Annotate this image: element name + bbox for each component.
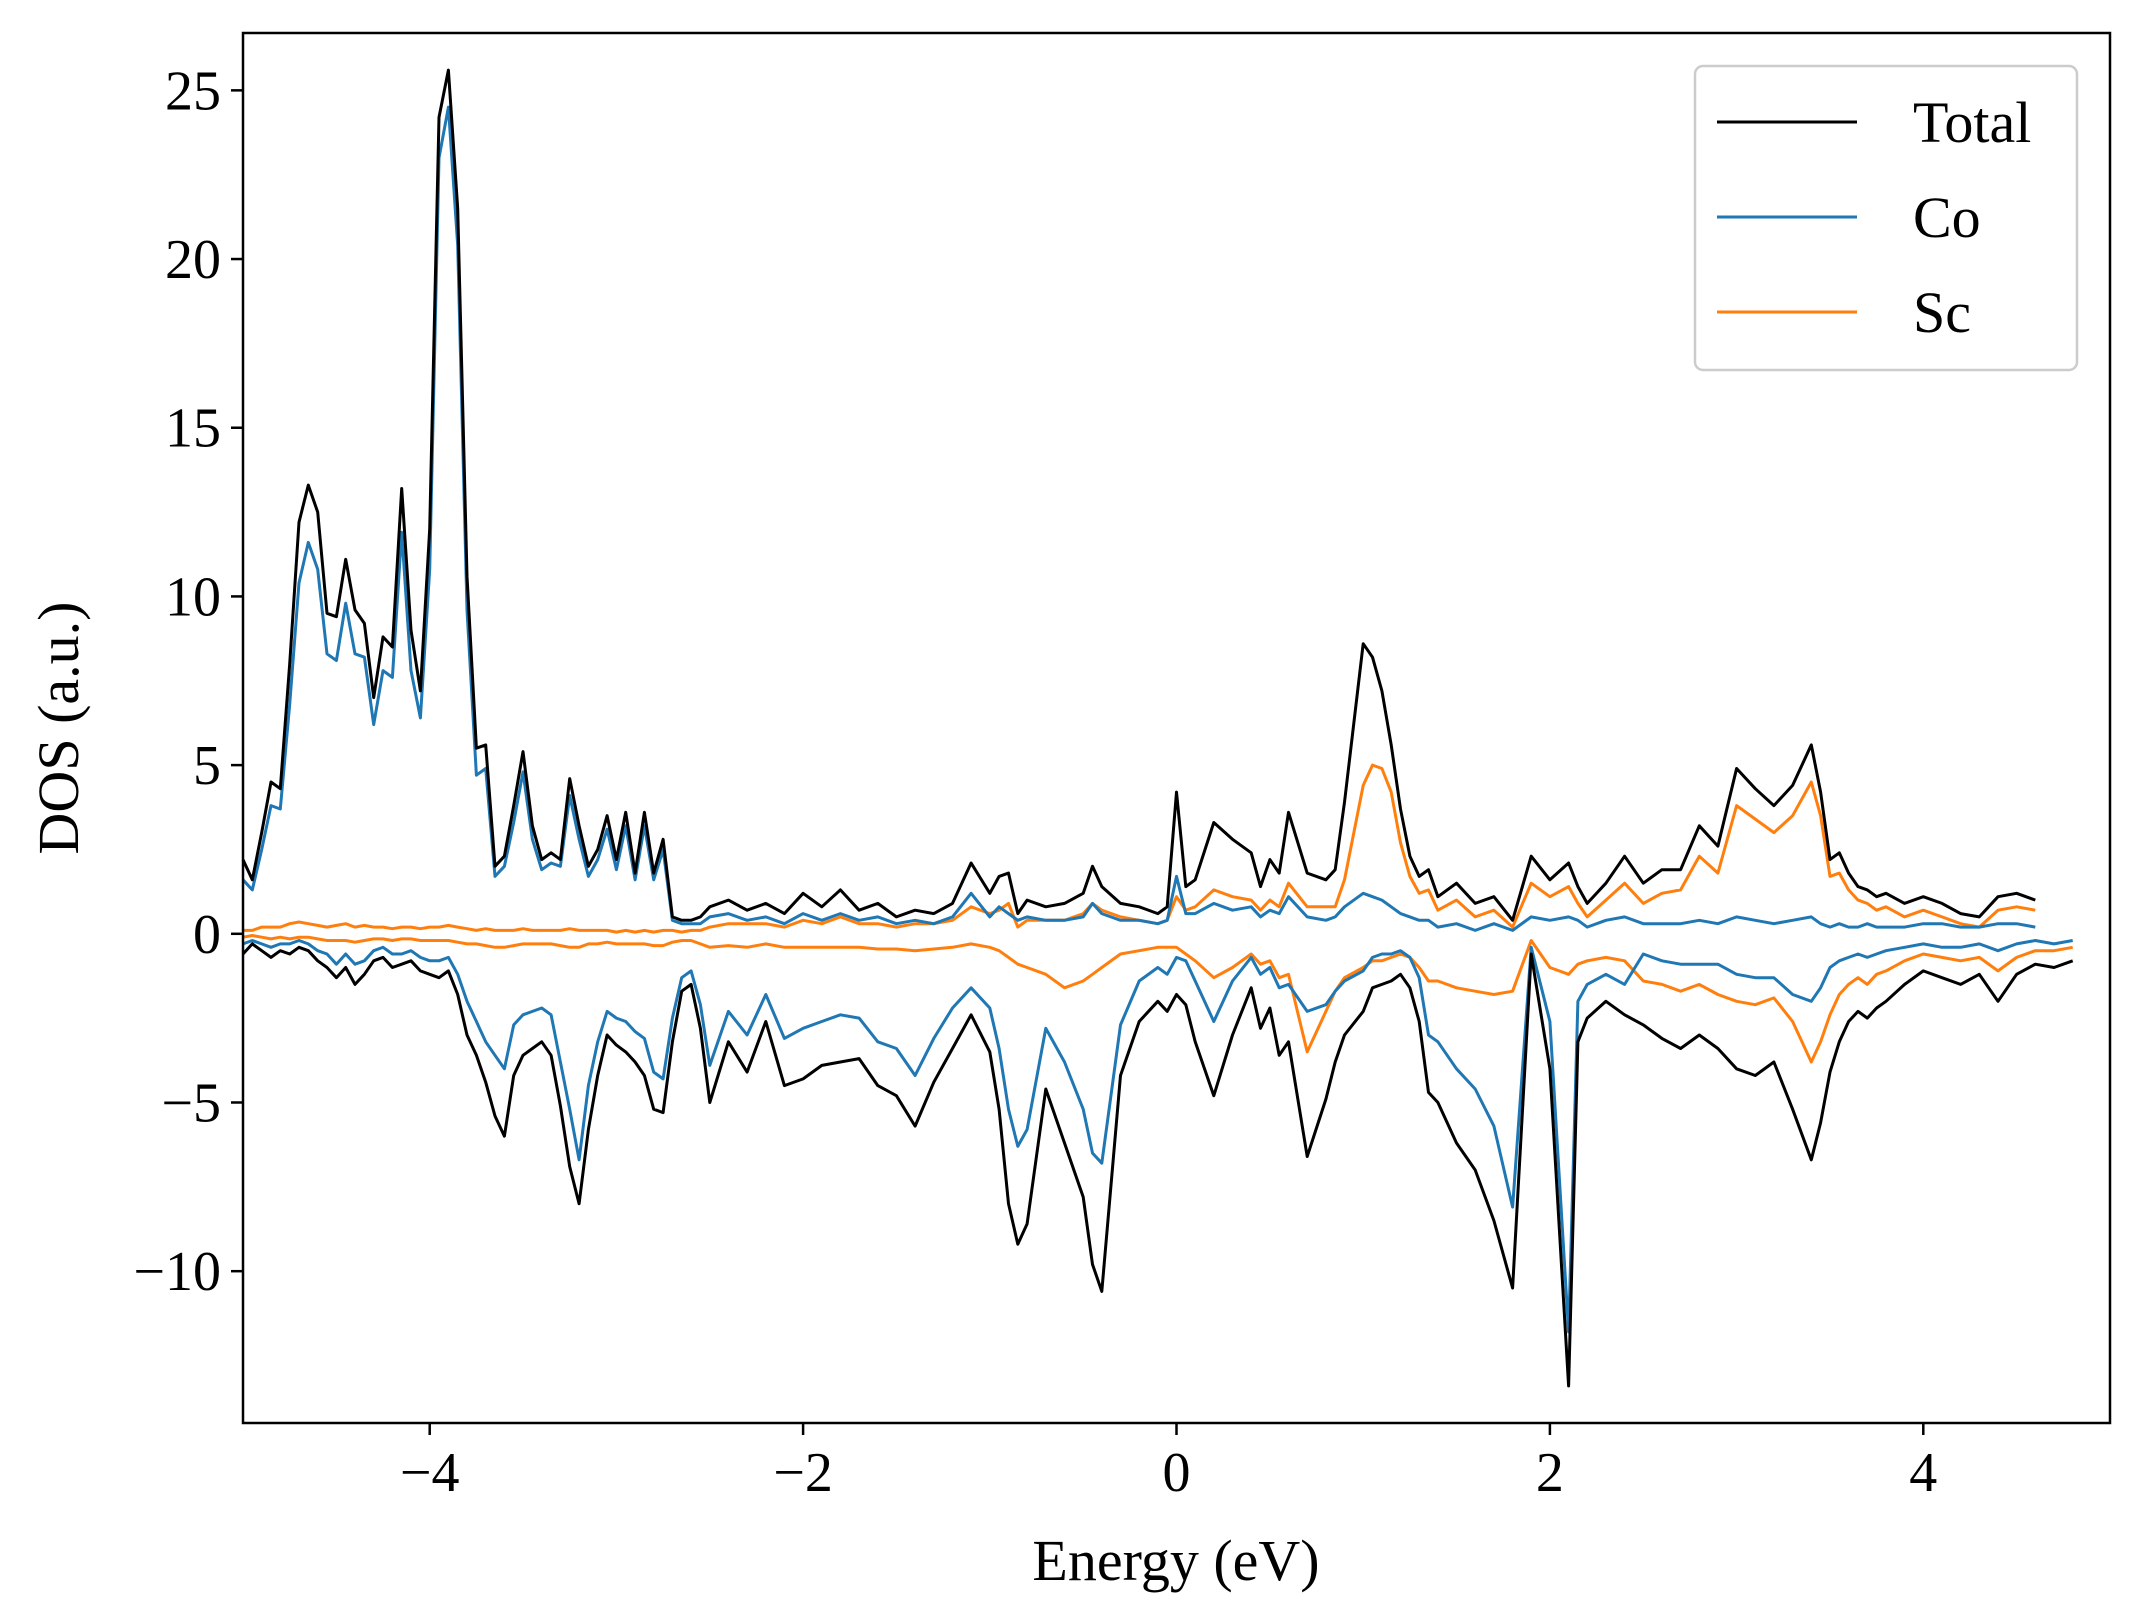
legend-box <box>1693 64 2079 372</box>
series-line-co-spin-down <box>242 939 2073 1334</box>
y-tick-label: 5 <box>193 735 221 797</box>
series-line-sc-spin-down <box>242 934 2073 1064</box>
x-axis: −4 −2 0 2 4 <box>400 1423 1937 1504</box>
y-tick-label: 15 <box>165 398 221 460</box>
y-tick-label: −10 <box>133 1241 221 1303</box>
legend: Total Co Sc <box>1693 64 2079 372</box>
series-layer <box>241 68 2074 1388</box>
x-axis-label: Energy (eV) <box>1032 1528 1319 1593</box>
y-tick-label: 20 <box>165 229 221 291</box>
x-tick-label: −2 <box>773 1442 833 1504</box>
series-line-total-spin-up <box>241 68 2036 922</box>
x-tick-label: 2 <box>1536 1442 1564 1504</box>
series-line-total-spin-down <box>241 942 2074 1388</box>
legend-label-co: Co <box>1913 185 1981 250</box>
y-axis: −10 −5 0 5 10 15 20 25 <box>133 60 243 1303</box>
x-tick-label: 0 <box>1163 1442 1191 1504</box>
y-tick-label: 25 <box>165 60 221 122</box>
x-tick-label: −4 <box>400 1442 460 1504</box>
y-tick-label: −5 <box>161 1072 221 1134</box>
series-line-sc-spin-up <box>243 763 2036 934</box>
legend-label-sc: Sc <box>1913 280 1971 345</box>
y-tick-label: 0 <box>193 904 221 966</box>
x-tick-label: 4 <box>1909 1442 1937 1504</box>
y-axis-label: DOS (a.u.) <box>26 602 91 855</box>
y-tick-label: 10 <box>165 566 221 628</box>
legend-label-total: Total <box>1913 90 2031 155</box>
